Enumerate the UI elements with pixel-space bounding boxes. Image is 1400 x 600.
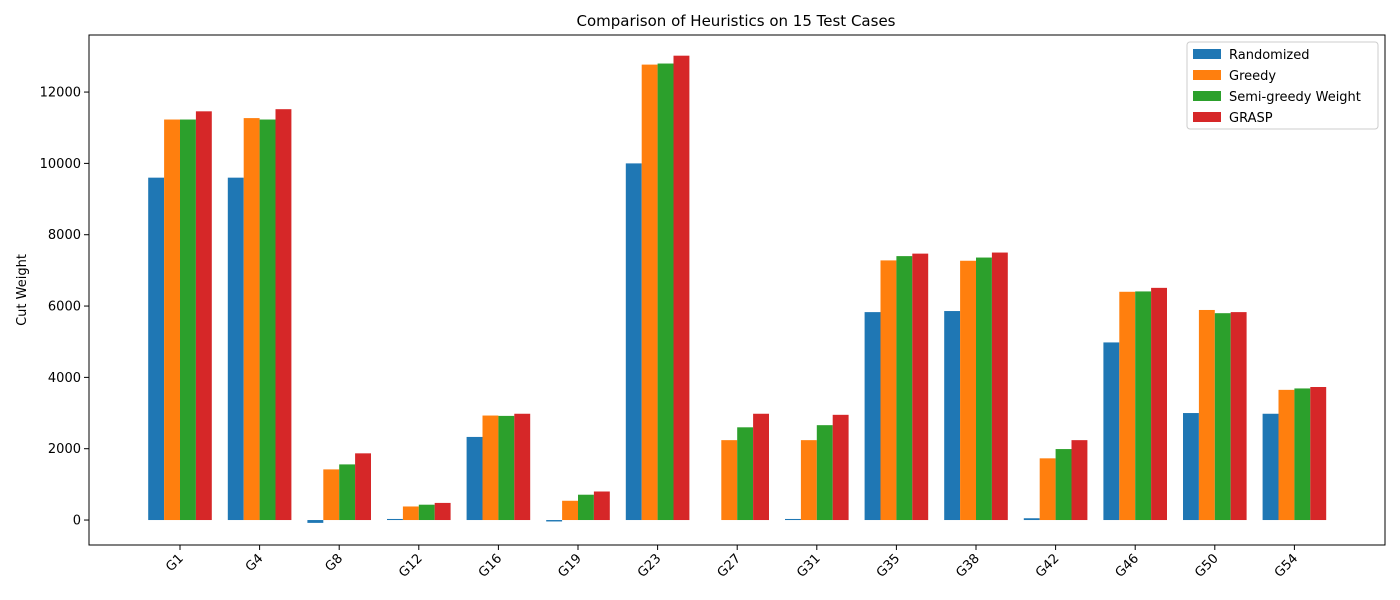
bar-G31-randomized xyxy=(785,518,801,521)
legend-label: Semi-greedy Weight xyxy=(1229,90,1361,105)
bar-G16-greedy xyxy=(482,415,499,521)
bar-G27-grasp xyxy=(753,413,769,521)
x-axis-ticks: G1 G4 G8 G12 G16 G19 G23 G27 G31 G35 G38 G42 G46 G50 G… xyxy=(163,545,1301,581)
legend-swatch xyxy=(1193,70,1221,80)
bar-G42-grasp xyxy=(1071,440,1088,521)
bar-G1-greedy xyxy=(164,119,180,521)
bar-G1-semi-greedy-weight xyxy=(180,119,196,521)
legend-box xyxy=(1186,41,1379,130)
y-tick-label: 4000 xyxy=(48,371,81,386)
legend-swatch xyxy=(1193,112,1221,122)
legend-label: Randomized xyxy=(1229,48,1310,63)
bar-G8-semi-greedy-weight xyxy=(339,464,356,521)
bar-G12-grasp xyxy=(434,502,451,521)
bar-G38-randomized xyxy=(944,311,961,521)
chart-title: Comparison of Heuristics on 15 Test Case… xyxy=(577,12,896,30)
bar-G38-grasp xyxy=(991,252,1008,521)
bar-G16-grasp xyxy=(514,413,531,521)
bar-G54-randomized xyxy=(1262,413,1279,521)
legend-swatch xyxy=(1193,91,1221,101)
bar-G19-semi-greedy-weight xyxy=(578,494,594,521)
bar-G19-greedy xyxy=(562,500,578,521)
bar-G35-semi-greedy-weight xyxy=(896,256,913,521)
bar-G23-randomized xyxy=(625,163,642,521)
bar-G31-semi-greedy-weight xyxy=(816,425,833,521)
bar-G54-semi-greedy-weight xyxy=(1294,388,1311,521)
bar-G54-grasp xyxy=(1310,387,1327,521)
bar-G42-randomized xyxy=(1023,518,1040,521)
plot-frame xyxy=(88,34,1386,546)
y-tick-label: 2000 xyxy=(48,442,81,457)
bars-group xyxy=(148,55,1327,523)
bar-G23-grasp xyxy=(673,55,690,521)
bar-G8-randomized xyxy=(307,520,324,523)
x-tick-label: G23 xyxy=(635,551,664,580)
bar-G50-grasp xyxy=(1230,312,1247,521)
bar-G12-semi-greedy-weight xyxy=(418,504,435,521)
y-tick-label: 6000 xyxy=(48,300,81,315)
x-tick-label: G54 xyxy=(1272,551,1301,580)
bar-G54-greedy xyxy=(1278,389,1295,521)
bar-G12-greedy xyxy=(402,506,419,521)
x-tick-label: G1 xyxy=(163,551,187,575)
bar-G42-greedy xyxy=(1039,458,1056,521)
bar-G35-greedy xyxy=(880,260,897,521)
x-tick-label: G46 xyxy=(1113,551,1142,580)
x-tick-label: G4 xyxy=(243,551,267,575)
bar-G38-semi-greedy-weight xyxy=(976,257,992,521)
bar-G31-greedy xyxy=(800,440,817,521)
bar-G4-grasp xyxy=(275,109,292,521)
bar-G12-randomized xyxy=(387,518,403,521)
x-tick-label: G35 xyxy=(874,551,903,580)
bar-G19-grasp xyxy=(593,491,610,521)
bar-G27-greedy xyxy=(721,440,738,521)
bar-G50-greedy xyxy=(1198,309,1215,521)
bar-G35-grasp xyxy=(912,253,929,521)
bar-G23-greedy xyxy=(641,64,658,521)
x-tick-label: G12 xyxy=(396,551,425,580)
bar-G50-semi-greedy-weight xyxy=(1214,313,1231,521)
bar-G16-randomized xyxy=(466,436,483,521)
x-tick-label: G38 xyxy=(953,551,982,580)
bar-G42-semi-greedy-weight xyxy=(1055,449,1072,521)
legend-label: Greedy xyxy=(1229,69,1276,84)
bar-G1-grasp xyxy=(195,111,212,521)
bar-G23-semi-greedy-weight xyxy=(657,63,674,521)
y-tick-label: 0 xyxy=(73,514,81,529)
legend-swatch xyxy=(1193,49,1221,59)
legend-label: GRASP xyxy=(1229,111,1273,126)
y-tick-label: 8000 xyxy=(48,228,81,243)
bar-G46-grasp xyxy=(1151,287,1167,521)
bar-G46-randomized xyxy=(1103,342,1120,521)
bar-G1-randomized xyxy=(148,177,165,521)
bar-G19-randomized xyxy=(546,520,563,522)
bar-G31-grasp xyxy=(832,414,849,521)
bar-G16-semi-greedy-weight xyxy=(498,415,515,521)
y-tick-label: 12000 xyxy=(40,86,81,101)
bar-G46-greedy xyxy=(1119,291,1136,521)
bar-G38-greedy xyxy=(960,260,976,521)
bar-G4-greedy xyxy=(243,118,260,521)
bar-G8-grasp xyxy=(355,453,371,521)
bar-G4-semi-greedy-weight xyxy=(259,119,276,521)
x-tick-label: G27 xyxy=(715,551,744,580)
bar-G46-semi-greedy-weight xyxy=(1135,291,1152,521)
y-axis-ticks: 0 2000 4000 6000 8000 10000 12000 xyxy=(40,86,89,529)
bar-G27-semi-greedy-weight xyxy=(737,427,754,521)
x-tick-label: G8 xyxy=(322,551,346,575)
y-tick-label: 10000 xyxy=(40,157,81,172)
y-axis-label: Cut Weight xyxy=(15,254,30,326)
bar-G50-randomized xyxy=(1183,413,1199,521)
x-tick-label: G50 xyxy=(1192,551,1221,580)
x-tick-label: G42 xyxy=(1033,551,1062,580)
x-tick-label: G19 xyxy=(555,551,584,580)
x-tick-label: G31 xyxy=(794,551,823,580)
x-tick-label: G16 xyxy=(476,551,505,580)
bar-G35-randomized xyxy=(864,312,881,521)
legend: Randomized Greedy Semi-greedy Weight GRASP xyxy=(1186,41,1379,130)
bar-G8-greedy xyxy=(323,469,340,521)
bar-G4-randomized xyxy=(227,177,244,521)
